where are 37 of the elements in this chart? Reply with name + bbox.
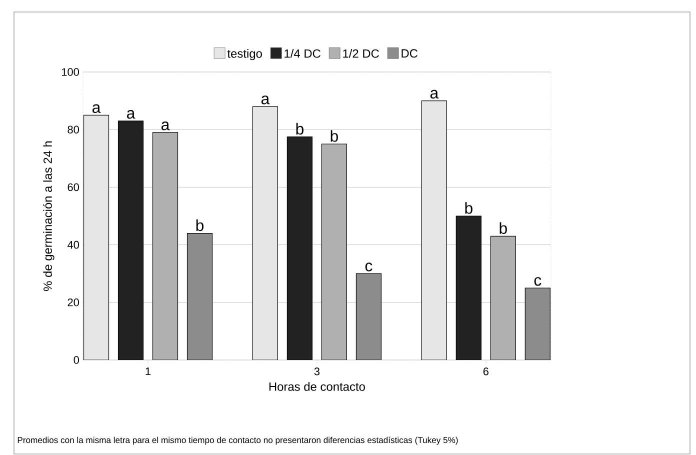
bar [83, 114, 110, 360]
annotation: b [296, 122, 304, 135]
bar [186, 232, 213, 360]
annotation: b [196, 219, 204, 232]
bar [356, 273, 382, 360]
annotation: c [365, 262, 372, 272]
annotation: b [330, 130, 338, 142]
annotation: a [161, 122, 170, 130]
y-tick-label: 80 [68, 126, 79, 134]
y-tick-label: 100 [62, 68, 79, 76]
bar [456, 216, 482, 360]
y-tick-label: 20 [68, 298, 79, 306]
y-tick-label: 60 [68, 183, 79, 192]
bar [421, 100, 447, 360]
legend-label: 1/4 DC [284, 49, 320, 58]
bar [286, 136, 313, 360]
annotation: a [261, 96, 270, 104]
y-tick-label: 0 [74, 356, 79, 364]
annotation: a [430, 90, 439, 99]
text: Promedios con la misma letra para el mismo tiempo de contacto no presentaron diferencias estadísticas (Tukey 5%) [18, 436, 458, 445]
x-tick-label: 3 [314, 368, 320, 376]
annotation: c [534, 277, 542, 286]
legend-label: 1/2 DC [343, 49, 379, 58]
legend-label: DC [402, 49, 418, 58]
annotation: a [126, 110, 136, 119]
x-axis-title: Horas de contacto [269, 382, 365, 391]
annotation: a [92, 104, 101, 113]
legend-label: testigo [227, 49, 262, 60]
annotation: b [500, 222, 507, 234]
y-tick-label: 40 [67, 240, 79, 249]
bar [118, 120, 144, 360]
annotation: b [465, 202, 472, 214]
bar [252, 106, 278, 360]
x-tick-label: 1 [146, 368, 151, 376]
y-axis-title: % de germinación a las 24 h [43, 141, 54, 292]
bar [524, 288, 550, 360]
x-tick-label: 6 [483, 368, 488, 376]
